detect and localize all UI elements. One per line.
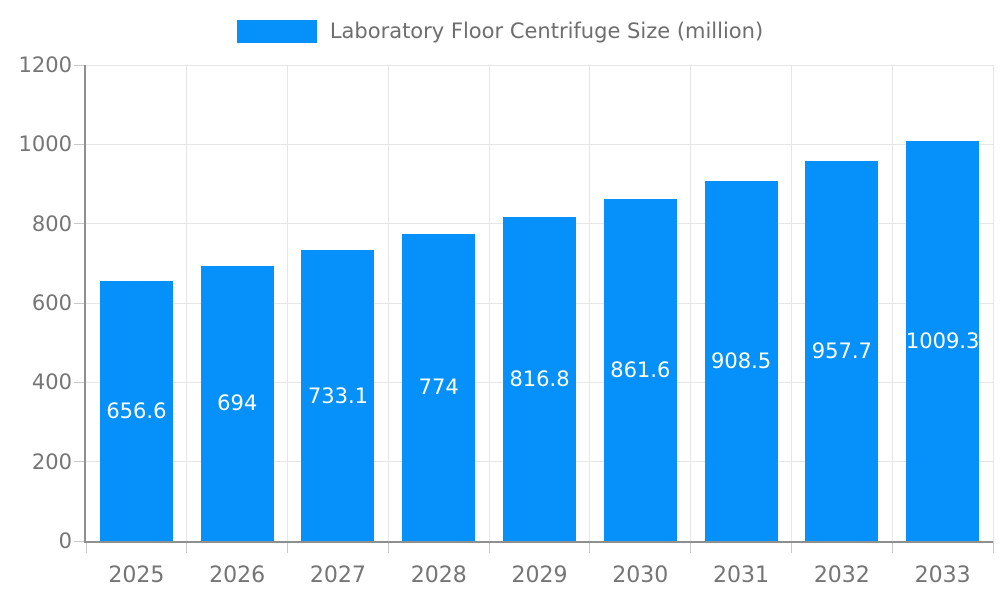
bar-value-label: 656.6 bbox=[106, 398, 167, 423]
y-tick-mark bbox=[74, 540, 86, 542]
v-gridline bbox=[287, 65, 289, 541]
v-gridline bbox=[891, 65, 893, 541]
v-gridline bbox=[589, 65, 591, 541]
bar-value-label: 861.6 bbox=[610, 358, 671, 383]
h-gridline bbox=[86, 64, 993, 66]
y-tick-mark bbox=[74, 381, 86, 383]
x-tick-mark bbox=[186, 541, 188, 553]
x-tick-mark bbox=[85, 541, 87, 553]
bar-value-label: 733.1 bbox=[307, 383, 368, 408]
v-gridline bbox=[387, 65, 389, 541]
x-tick-label: 2028 bbox=[410, 563, 467, 588]
y-tick-mark bbox=[74, 461, 86, 463]
y-tick-label: 800 bbox=[31, 211, 72, 236]
x-axis-line bbox=[84, 541, 993, 543]
x-tick-mark bbox=[287, 541, 289, 553]
y-tick-label: 400 bbox=[31, 370, 72, 395]
x-tick-label: 2026 bbox=[209, 563, 266, 588]
y-axis-line bbox=[84, 65, 86, 541]
bar-2028[interactable]: 774 bbox=[402, 233, 476, 541]
y-tick-label: 1000 bbox=[18, 132, 72, 157]
bar-2033[interactable]: 1009.3 bbox=[905, 140, 980, 541]
bar-2027[interactable]: 733.1 bbox=[301, 250, 375, 541]
v-gridline bbox=[488, 65, 490, 541]
bar-value-label: 908.5 bbox=[710, 348, 772, 373]
x-tick-mark bbox=[992, 541, 994, 553]
bar-value-label: 816.8 bbox=[509, 367, 570, 391]
x-tick-mark bbox=[488, 541, 490, 553]
v-gridline bbox=[186, 65, 188, 541]
plot-area: 656.6 694 733.1 774 816.8 861.6 908.5 957.7 1009… bbox=[86, 64, 994, 541]
y-tick-mark bbox=[74, 64, 86, 66]
x-tick-mark bbox=[790, 541, 792, 553]
bar-2031[interactable]: 908.5 bbox=[704, 180, 778, 541]
x-tick-label: 2025 bbox=[108, 563, 165, 588]
x-tick-label: 2027 bbox=[309, 563, 366, 588]
y-tick-mark bbox=[74, 223, 86, 225]
x-tick-label: 2031 bbox=[713, 563, 770, 588]
y-tick-label: 600 bbox=[31, 291, 72, 315]
y-tick-label: 1200 bbox=[18, 53, 72, 77]
x-tick-mark bbox=[387, 541, 389, 553]
bar-2032[interactable]: 957.7 bbox=[805, 161, 879, 541]
x-tick-mark bbox=[690, 541, 692, 553]
bar-value-label: 774 bbox=[418, 375, 459, 400]
v-gridline bbox=[790, 65, 792, 541]
h-gridline bbox=[86, 143, 993, 145]
legend-label: Laboratory Floor Centrifuge Size (millio… bbox=[329, 19, 764, 43]
bar-value-label: 694 bbox=[217, 391, 258, 416]
y-tick-mark bbox=[74, 302, 86, 304]
x-tick-mark bbox=[589, 541, 591, 553]
bar-2026[interactable]: 694 bbox=[200, 265, 274, 541]
x-tick-label: 2033 bbox=[914, 563, 971, 588]
y-tick-label: 200 bbox=[31, 449, 72, 474]
bar-2025[interactable]: 656.6 bbox=[99, 280, 173, 541]
v-gridline bbox=[690, 65, 692, 541]
legend-swatch bbox=[236, 19, 317, 43]
x-tick-mark bbox=[891, 541, 893, 553]
v-gridline bbox=[992, 65, 994, 541]
bar-value-label: 957.7 bbox=[811, 339, 872, 364]
y-tick-label: 0 bbox=[58, 529, 72, 553]
x-tick-label: 2032 bbox=[813, 563, 870, 588]
legend-item[interactable]: Laboratory Floor Centrifuge Size (millio… bbox=[0, 17, 1000, 45]
y-tick-mark bbox=[74, 143, 86, 145]
bar-value-label: 1009.3 bbox=[905, 328, 980, 353]
bar-2030[interactable]: 861.6 bbox=[603, 199, 677, 541]
x-tick-label: 2029 bbox=[511, 563, 568, 588]
bar-2029[interactable]: 816.8 bbox=[503, 217, 576, 541]
x-tick-label: 2030 bbox=[612, 563, 669, 588]
